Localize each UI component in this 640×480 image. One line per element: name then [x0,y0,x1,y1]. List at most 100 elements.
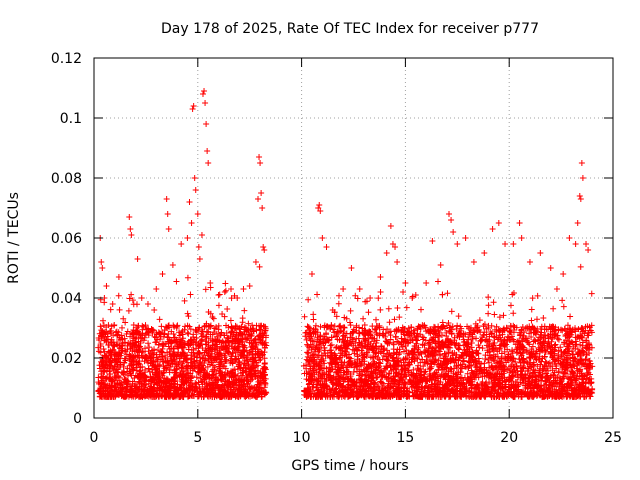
data-point [153,380,160,387]
data-point [394,259,401,265]
data-point [255,196,262,202]
data-point [207,348,214,355]
data-point [184,352,191,359]
data-point [240,367,247,374]
data-point [166,378,173,385]
data-point [444,290,451,297]
data-point [166,369,173,376]
data-point [103,283,110,289]
data-point [246,350,253,357]
data-point [215,292,222,298]
data-point [187,326,194,333]
data-point [261,364,268,371]
data-point [145,348,152,355]
data-point [157,377,164,384]
data-point [240,286,247,292]
data-point [385,305,392,312]
data-point [206,375,213,382]
data-point [200,393,207,400]
data-point [439,319,446,326]
data-point [176,374,183,381]
data-point [129,297,136,304]
data-point [221,352,228,359]
data-point [198,366,205,373]
data-point [259,351,266,358]
data-point [241,393,248,400]
data-point [261,369,268,376]
data-point [196,256,203,262]
data-point [196,324,203,331]
data-point [214,381,221,388]
data-point [387,223,394,229]
data-point [185,379,192,386]
data-point [156,331,163,338]
data-point [171,358,178,365]
data-point [137,340,144,347]
data-point [230,375,237,382]
data-point [323,244,330,250]
data-point [222,365,229,372]
data-point [171,334,178,341]
data-point [409,293,416,300]
data-point [254,367,261,374]
data-point [165,334,172,341]
data-point [128,232,135,238]
data-point [253,386,260,393]
data-point [152,371,159,378]
data-point [192,362,199,369]
data-point [246,283,253,289]
data-point [236,359,243,366]
data-point [204,148,211,154]
data-point [199,387,206,394]
data-point [454,322,461,329]
data-point [383,250,390,256]
data-point [216,291,223,298]
data-point [238,323,245,330]
data-point [448,217,455,223]
data-point [219,338,226,345]
data-point [199,336,206,343]
data-point [455,346,462,353]
data-point [378,379,385,386]
data-point [202,100,209,106]
data-point [97,349,104,356]
data-point [140,349,147,356]
data-point [231,292,238,299]
data-point [97,323,104,330]
data-point [215,302,222,309]
data-point [233,377,240,384]
data-point [97,342,104,349]
data-point [198,232,205,238]
data-point [248,373,255,380]
data-point [122,376,129,383]
data-point [243,335,250,342]
data-point [98,329,105,336]
data-point [132,329,139,336]
data-point [122,392,129,399]
data-point [187,291,194,298]
data-point [150,327,157,334]
data-point [141,372,148,379]
data-point [197,350,204,357]
data-point [258,388,265,395]
data-point [116,363,123,370]
data-point [476,317,483,324]
data-point [210,315,217,322]
data-point [243,354,250,361]
data-point [153,339,160,346]
data-point [159,372,166,379]
data-point [137,374,144,381]
data-point [199,379,206,386]
data-point [574,220,581,226]
data-point [125,340,132,347]
data-point [223,344,230,351]
data-point [136,343,143,350]
data-point [139,322,146,329]
data-point [336,292,342,299]
data-point [178,241,185,247]
data-point [186,199,193,205]
data-point [146,344,153,351]
data-point [128,291,135,298]
data-point [157,336,164,343]
data-point [168,328,175,335]
